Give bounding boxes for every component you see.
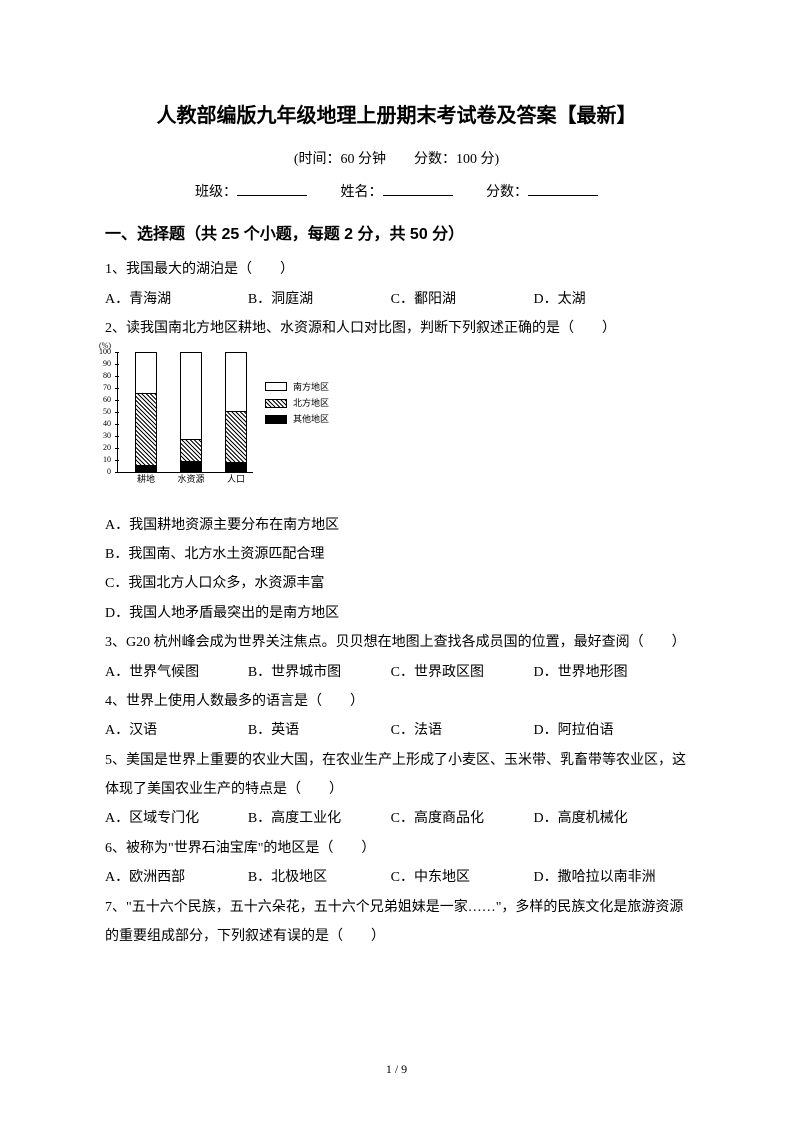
student-info-line: 班级： 姓名： 分数： — [105, 178, 688, 207]
comparison-bar-chart: (%) 0102030405060708090100 耕地水资源人口 南方地区北… — [105, 352, 385, 507]
q4-options: A．汉语B．英语C．法语D．阿拉伯语 — [105, 716, 688, 745]
q3-opt-c[interactable]: C．世界政区图 — [391, 658, 534, 687]
bar-seg-north — [226, 411, 246, 463]
exam-title: 人教部编版九年级地理上册期末考试卷及答案【最新】 — [105, 95, 688, 137]
y-tick-label: 100 — [87, 348, 111, 356]
q5-opt-d[interactable]: D．高度机械化 — [533, 804, 676, 833]
bar-seg-other — [226, 462, 246, 470]
legend-label: 南方地区 — [293, 380, 329, 394]
section-1-header: 一、选择题（共 25 个小题，每题 2 分，共 50 分） — [105, 218, 688, 252]
q5-opt-b[interactable]: B．高度工业化 — [248, 804, 391, 833]
y-tick-mark — [115, 388, 119, 389]
q2-opt-a[interactable]: A．我国耕地资源主要分布在南方地区 — [105, 511, 688, 540]
class-label: 班级： — [195, 185, 237, 200]
q2-opt-c[interactable]: C．我国北方人口众多，水资源丰富 — [105, 569, 688, 598]
y-tick-label: 10 — [87, 456, 111, 464]
q1-opt-b[interactable]: B．洞庭湖 — [248, 285, 391, 314]
legend-swatch — [265, 399, 287, 408]
legend-label: 其他地区 — [293, 412, 329, 426]
q1-options: A．青海湖B．洞庭湖C．鄱阳湖D．太湖 — [105, 285, 688, 314]
page-number: 1 / 9 — [0, 1057, 793, 1082]
q7-stem: 7、"五十六个民族，五十六朵花，五十六个兄弟姐妹是一家……"，多样的民族文化是旅… — [105, 893, 688, 952]
q2-stem: 2、读我国南北方地区耕地、水资源和人口对比图，判断下列叙述正确的是（ ） — [105, 314, 688, 343]
q1-opt-c[interactable]: C．鄱阳湖 — [391, 285, 534, 314]
legend-label: 北方地区 — [293, 396, 329, 410]
q4-opt-b[interactable]: B．英语 — [248, 716, 391, 745]
q4-opt-d[interactable]: D．阿拉伯语 — [533, 716, 676, 745]
bar-seg-north — [136, 393, 156, 465]
y-tick-label: 20 — [87, 444, 111, 452]
y-tick-label: 30 — [87, 432, 111, 440]
q1-opt-d[interactable]: D．太湖 — [533, 285, 676, 314]
y-tick-mark — [115, 376, 119, 377]
legend-swatch — [265, 415, 287, 424]
q3-opt-d[interactable]: D．世界地形图 — [533, 658, 676, 687]
y-tick-mark — [115, 448, 119, 449]
q5-opt-a[interactable]: A．区域专门化 — [105, 804, 248, 833]
bar-outer — [180, 352, 202, 472]
x-axis — [117, 472, 253, 473]
q5-opt-c[interactable]: C．高度商品化 — [391, 804, 534, 833]
bar-seg-other — [136, 465, 156, 471]
score-blank[interactable] — [528, 180, 598, 196]
q1-stem: 1、我国最大的湖泊是（ ） — [105, 255, 688, 284]
y-tick-mark — [115, 400, 119, 401]
bar-outer — [135, 352, 157, 472]
exam-subtitle: (时间：60 分钟 分数：100 分) — [105, 145, 688, 174]
name-blank[interactable] — [383, 180, 453, 196]
legend-swatch — [265, 382, 287, 391]
y-tick-label: 80 — [87, 372, 111, 380]
q3-opt-b[interactable]: B．世界城市图 — [248, 658, 391, 687]
y-tick-mark — [115, 436, 119, 437]
bar-seg-other — [181, 461, 201, 471]
chart-legend: 南方地区北方地区其他地区 — [265, 380, 329, 429]
y-tick-mark — [115, 352, 119, 353]
y-tick-mark — [115, 424, 119, 425]
q2-opt-d[interactable]: D．我国人地矛盾最突出的是南方地区 — [105, 599, 688, 628]
class-blank[interactable] — [237, 180, 307, 196]
legend-row: 北方地区 — [265, 396, 329, 410]
q2-opt-b[interactable]: B．我国南、北方水土资源匹配合理 — [105, 540, 688, 569]
legend-row: 南方地区 — [265, 380, 329, 394]
score-label: 分数： — [486, 185, 528, 200]
y-tick-label: 70 — [87, 384, 111, 392]
q4-opt-c[interactable]: C．法语 — [391, 716, 534, 745]
y-tick-mark — [115, 364, 119, 365]
y-tick-label: 50 — [87, 408, 111, 416]
bar-label: 人口 — [216, 474, 256, 485]
q4-stem: 4、世界上使用人数最多的语言是（ ） — [105, 687, 688, 716]
y-tick-label: 60 — [87, 396, 111, 404]
q6-opt-c[interactable]: C．中东地区 — [391, 863, 534, 892]
q3-stem: 3、G20 杭州峰会成为世界关注焦点。贝贝想在地图上查找各成员国的位置，最好查阅… — [105, 628, 688, 657]
q5-stem: 5、美国是世界上重要的农业大国，在农业生产上形成了小麦区、玉米带、乳畜带等农业区… — [105, 746, 688, 805]
y-tick-mark — [115, 412, 119, 413]
bar-label: 水资源 — [171, 474, 211, 485]
q6-opt-a[interactable]: A．欧洲西部 — [105, 863, 248, 892]
q3-options: A．世界气候图B．世界城市图C．世界政区图D．世界地形图 — [105, 658, 688, 687]
bar-seg-north — [181, 439, 201, 461]
y-tick-label: 90 — [87, 360, 111, 368]
q6-stem: 6、被称为"世界石油宝库"的地区是（ ） — [105, 834, 688, 863]
q1-opt-a[interactable]: A．青海湖 — [105, 285, 248, 314]
bar-outer — [225, 352, 247, 472]
bar-group: 水资源 — [180, 352, 202, 472]
q3-opt-a[interactable]: A．世界气候图 — [105, 658, 248, 687]
bar-group: 耕地 — [135, 352, 157, 472]
y-tick-label: 0 — [87, 468, 111, 476]
y-tick-mark — [115, 472, 119, 473]
legend-row: 其他地区 — [265, 412, 329, 426]
bar-label: 耕地 — [126, 474, 166, 485]
bar-group: 人口 — [225, 352, 247, 472]
y-tick-mark — [115, 460, 119, 461]
q6-opt-b[interactable]: B．北极地区 — [248, 863, 391, 892]
q5-options: A．区域专门化B．高度工业化C．高度商品化D．高度机械化 — [105, 804, 688, 833]
name-label: 姓名： — [341, 185, 383, 200]
q6-opt-d[interactable]: D．撒哈拉以南非洲 — [533, 863, 676, 892]
q6-options: A．欧洲西部B．北极地区C．中东地区D．撒哈拉以南非洲 — [105, 863, 688, 892]
y-tick-label: 40 — [87, 420, 111, 428]
q4-opt-a[interactable]: A．汉语 — [105, 716, 248, 745]
